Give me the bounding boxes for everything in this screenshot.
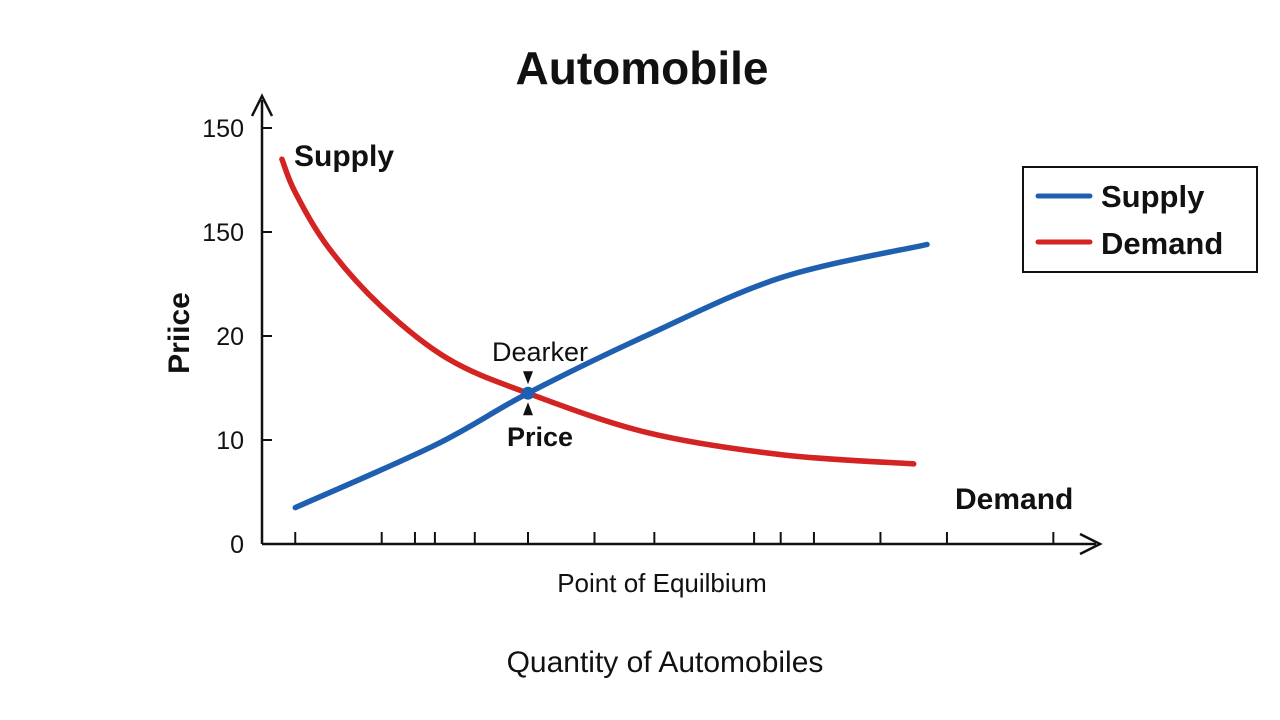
y-tick-label: 20 [216, 323, 244, 351]
y-axis-label: Priice [163, 292, 196, 374]
series-line-demand [279, 156, 917, 467]
arrow-up-marker [523, 402, 533, 416]
legend-label-demand: Demand [1101, 226, 1223, 261]
legend-label-supply: Supply [1101, 179, 1205, 214]
y-axis [250, 93, 274, 544]
y-tick-label: 0 [230, 531, 244, 559]
x-axis [262, 532, 1103, 556]
curve-label-demand: Demand [955, 483, 1073, 516]
legend-box [1022, 166, 1258, 273]
y-ticks: 0 10 20 150 150 [202, 115, 272, 559]
equilibrium-point [521, 386, 535, 400]
marker-layer [521, 371, 535, 416]
legend: Supply Demand [1022, 166, 1258, 273]
series-line-supply [292, 241, 930, 511]
annotation-dearker: Dearker [492, 337, 588, 367]
chart-title: Automobile [516, 42, 769, 94]
y-axis-arrow [250, 93, 274, 117]
y-tick-label: 150 [202, 115, 244, 143]
x-ticks [294, 532, 1055, 544]
arrow-down-marker [523, 371, 533, 385]
annotation-price: Price [507, 422, 573, 452]
curve-label-supply: Supply [294, 140, 394, 173]
y-tick-label: 150 [202, 219, 244, 247]
series-layer [279, 156, 930, 511]
x-axis-label: Quantity of Automobiles [507, 646, 824, 679]
x-axis-arrow [1079, 532, 1103, 556]
x-axis-sublabel: Point of Equilbium [557, 568, 767, 598]
y-tick-label: 10 [216, 427, 244, 455]
